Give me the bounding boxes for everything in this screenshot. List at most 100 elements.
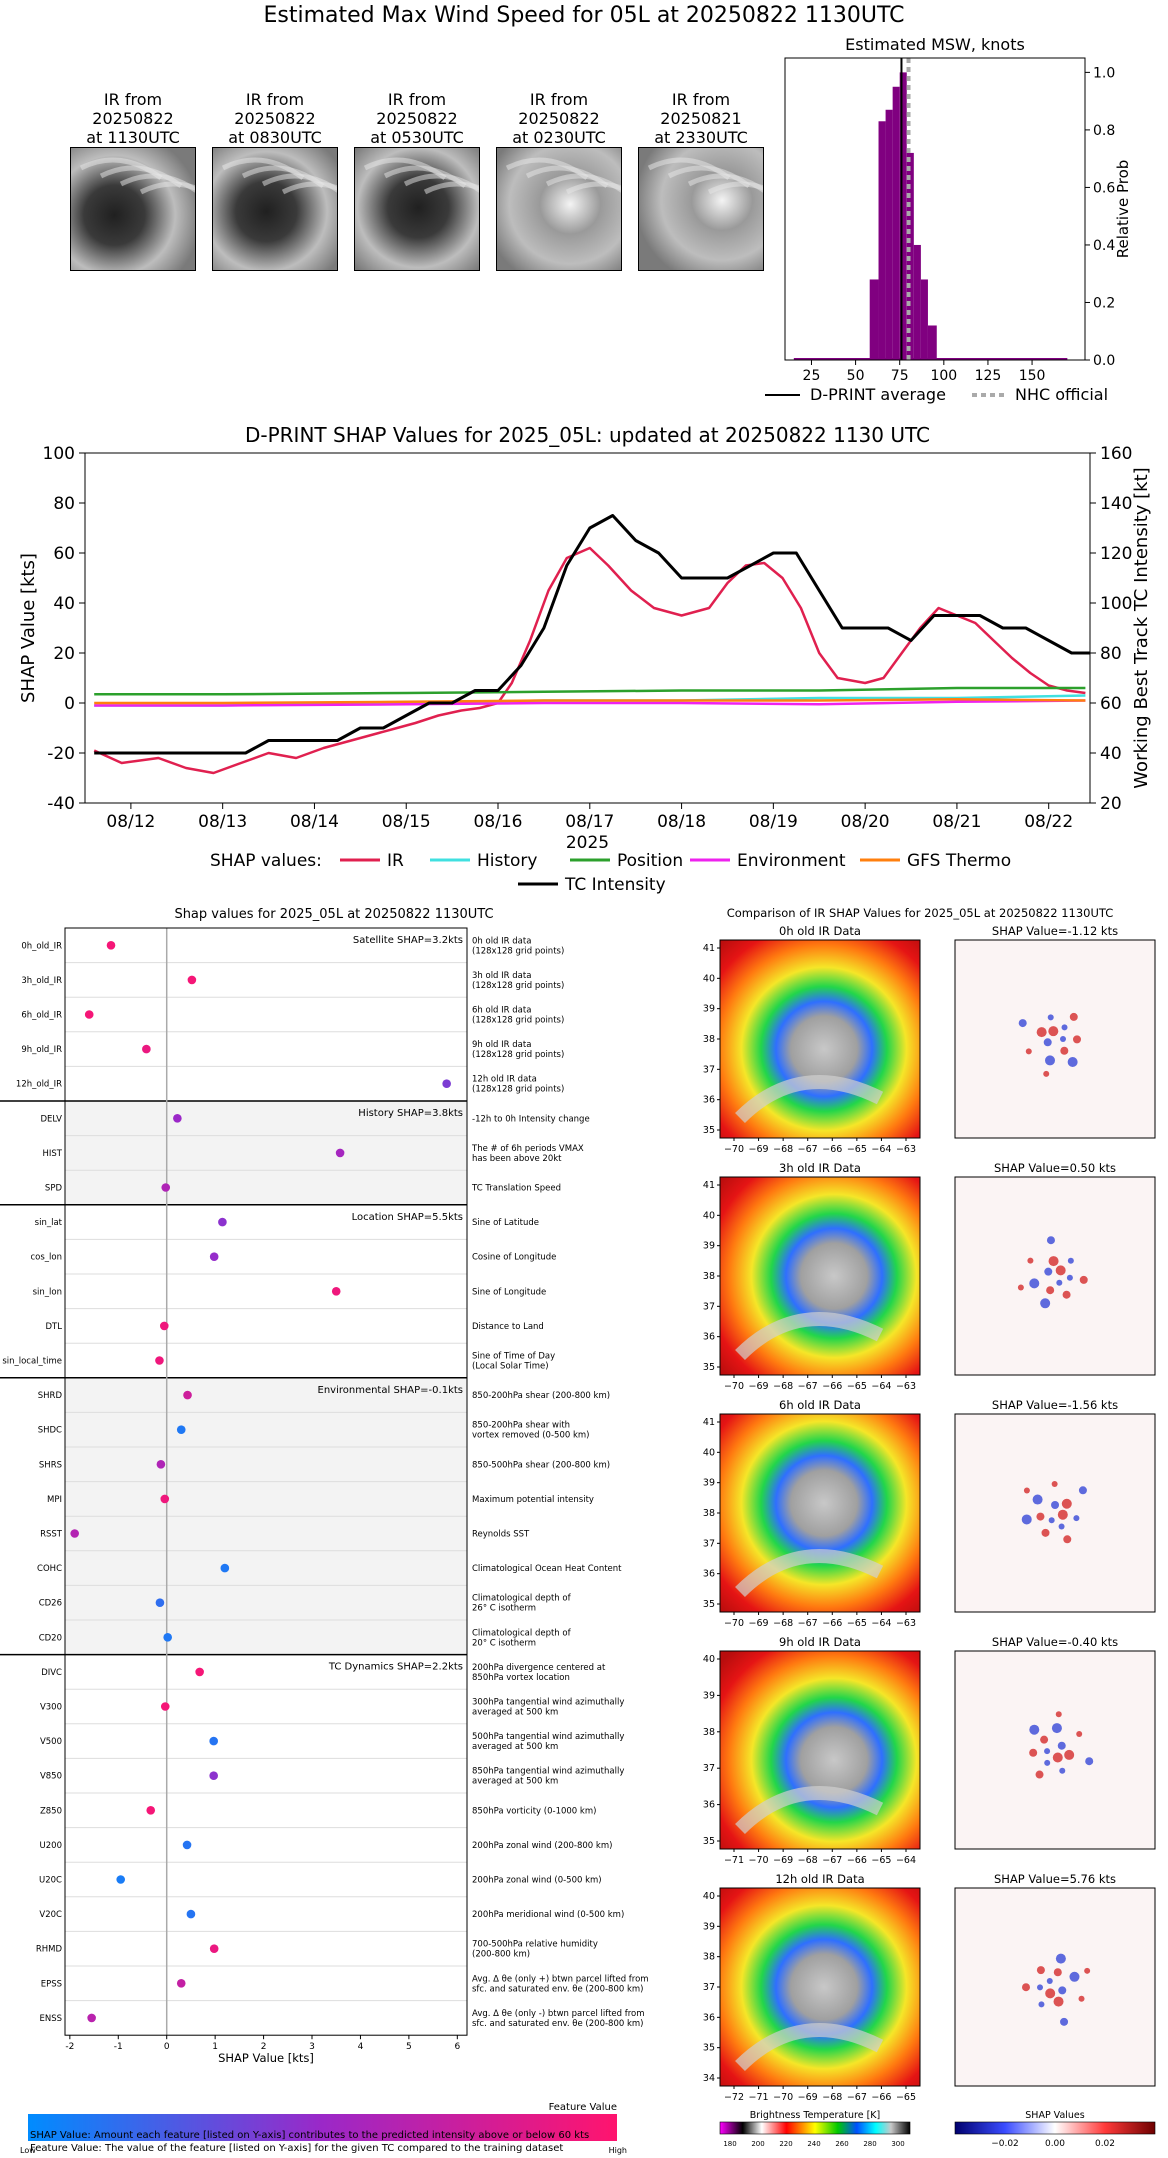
ir-y-tick-label: 34 <box>703 2073 715 2084</box>
ir-shap-comparison-grid: Comparison of IR SHAP Values for 2025_05… <box>703 906 1156 2149</box>
feature-label: U200 <box>40 1841 62 1851</box>
ir-x-tick-label: −68 <box>798 1855 818 1866</box>
y-tick-label: 0 <box>64 694 75 714</box>
y-right-tick-label: 40 <box>1100 744 1122 764</box>
ir-x-tick-label: −69 <box>749 1381 769 1392</box>
ir-x-tick-label: −68 <box>773 1144 793 1155</box>
ir-x-tick-label: −68 <box>822 2092 842 2103</box>
histogram-frame <box>784 57 1086 361</box>
ir-x-tick-label: −66 <box>871 2092 891 2103</box>
shap-colorbar <box>954 2121 1156 2135</box>
feature-description: 850-200hPa shear with <box>472 1421 570 1431</box>
ir-y-tick-label: 35 <box>703 1125 715 1136</box>
feature-description: 3h old IR data <box>472 971 531 981</box>
thumbnail-label-line: at 1130UTC <box>86 128 180 147</box>
shap-point <box>183 1390 192 1400</box>
feature-description: 700-500hPa relative humidity <box>472 1940 598 1950</box>
thumbnail-label-line: 20250822 <box>376 109 458 128</box>
ir-y-tick-label: 36 <box>703 1800 715 1811</box>
shap-point <box>209 1944 219 1953</box>
ir-thumbnail-image <box>70 147 196 271</box>
feature-description: Maximum potential intensity <box>472 1495 594 1505</box>
ir-colorbar-tick: 300 <box>891 2140 904 2148</box>
feature-description: Climatological depth of <box>472 1628 572 1638</box>
x-tick-label: 0 <box>164 2042 170 2052</box>
group-title: Location SHAP=5.5kts <box>352 1212 463 1223</box>
shap-blob <box>1061 1498 1072 1509</box>
feature-label: ENSS <box>39 2014 62 2024</box>
shap-blob <box>1059 1767 1066 1774</box>
shap-blob <box>1022 1983 1031 1992</box>
shap-point <box>155 1598 165 1607</box>
shap-blob <box>1063 1535 1072 1544</box>
shap-blob <box>1036 1027 1047 1038</box>
ir-y-tick-label: 35 <box>703 1599 715 1610</box>
feature-value-colorbar <box>28 2114 617 2141</box>
ir-panel-title: 6h old IR Data <box>779 1398 861 1412</box>
shap-blob <box>1060 1046 1069 1055</box>
legend-label: GFS Thermo <box>907 851 1011 871</box>
shap-point <box>182 1840 192 1850</box>
series-line-position <box>94 686 1086 696</box>
thumbnail-label-line: at 0530UTC <box>370 128 464 147</box>
y-right-tick-label: 140 <box>1100 494 1132 514</box>
feature-description: 26° C isotherm <box>472 1604 536 1614</box>
ir-y-tick-label: 40 <box>703 1891 715 1902</box>
histogram-bar <box>920 279 928 360</box>
shap-colorbar-tick: −0.02 <box>991 2139 1019 2149</box>
group-title: Environmental SHAP=-0.1kts <box>318 1385 464 1396</box>
x-tick-label: -1 <box>114 2042 123 2052</box>
y-tick-label: 80 <box>53 494 75 514</box>
feature-label: CD26 <box>39 1599 62 1609</box>
shap-blob <box>1040 1298 1051 1309</box>
feature-description: (128x128 grid points) <box>472 1050 564 1060</box>
feature-label: COHC <box>37 1564 62 1574</box>
shap-point <box>331 1287 341 1296</box>
y-tick-label: -20 <box>47 744 75 764</box>
feature-label: SPD <box>45 1184 63 1194</box>
colorbar-low-label: Low <box>20 2146 36 2155</box>
y-tick-label: 1.0 <box>1093 65 1115 81</box>
feature-label: SHRS <box>39 1460 62 1470</box>
shap-blob <box>1055 1711 1062 1718</box>
shap-point <box>220 1563 230 1573</box>
shap-blob <box>1048 1256 1059 1267</box>
feature-description: 500hPa tangential wind azimuthally <box>472 1732 624 1742</box>
feature-description: 850hPa vortex location <box>472 1673 570 1683</box>
feature-label: sin_lon <box>33 1287 62 1297</box>
shap-blob <box>1048 1026 1059 1037</box>
x-tick-label: 08/18 <box>657 812 706 832</box>
shap-blob <box>1044 1267 1053 1276</box>
x-tick-label: 50 <box>847 368 865 384</box>
feature-description: 200hPa zonal wind (0-500 km) <box>472 1876 602 1886</box>
legend-nhc-label: NHC official <box>1015 385 1108 404</box>
feature-description: TC Translation Speed <box>471 1184 561 1194</box>
ir-panel-title: 9h old IR Data <box>779 1635 861 1649</box>
feature-description: averaged at 500 km <box>472 1742 558 1752</box>
x-tick-label: 08/13 <box>198 812 247 832</box>
series-line-ir <box>93 546 1086 775</box>
shap-blob <box>1057 1741 1066 1750</box>
shap-panel-title: SHAP Value=-1.12 kts <box>992 924 1118 938</box>
shap-blob <box>1037 1984 1044 1991</box>
ir-x-tick-label: −64 <box>871 1618 891 1629</box>
shap-blob <box>1044 1759 1051 1766</box>
shap-point <box>142 1044 151 1054</box>
group-title: Satellite SHAP=3.2kts <box>353 935 463 946</box>
ir-y-tick-label: 39 <box>703 1004 715 1015</box>
shap-point <box>155 1356 164 1365</box>
legend-label: History <box>477 851 537 871</box>
feature-shap-chart: Shap values for 2025_05L at 20250822 113… <box>0 907 649 2155</box>
shap-panel-title: SHAP Value=0.50 kts <box>994 1161 1116 1175</box>
shap-blob <box>1027 1257 1034 1264</box>
timeseries-xlabel: 2025 <box>566 833 609 853</box>
shap-point <box>335 1148 345 1158</box>
shap-blob <box>1067 1257 1074 1264</box>
timeseries-title: D-PRINT SHAP Values for 2025_05L: update… <box>245 423 930 447</box>
ir-panel-title: 3h old IR Data <box>779 1161 861 1175</box>
ir-x-tick-label: −69 <box>749 1618 769 1629</box>
feature-description: (200-800 km) <box>472 1950 530 1960</box>
ir-colorbar <box>719 2121 911 2135</box>
feature-label: U20C <box>39 1876 62 1886</box>
ir-x-tick-label: −63 <box>896 1144 916 1155</box>
